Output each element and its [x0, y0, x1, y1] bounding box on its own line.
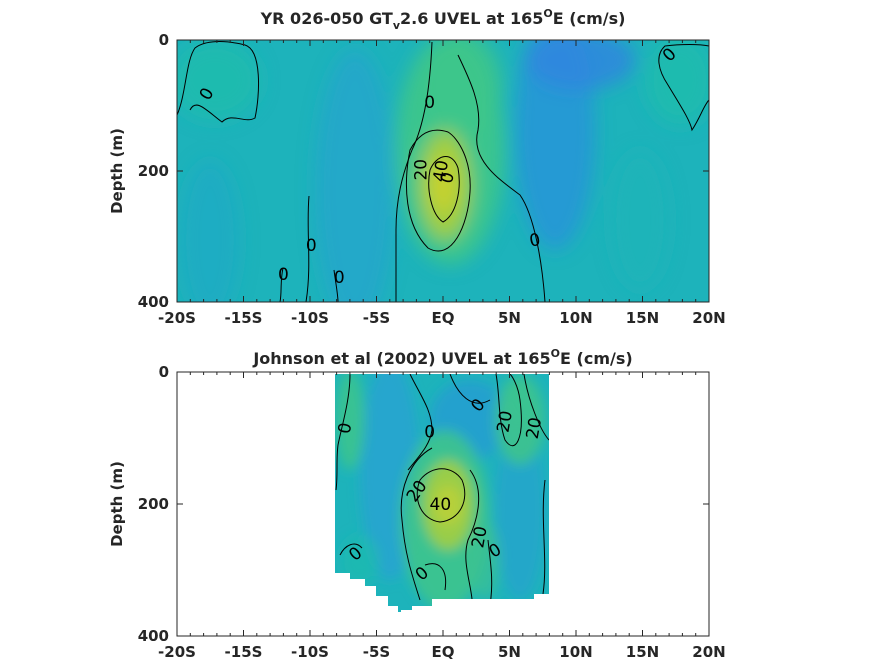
bottom-x-tick-label: 10N	[559, 643, 592, 661]
bottom-contour-label: 20	[523, 416, 546, 441]
bottom-contours	[335, 374, 549, 606]
top-x-tick-label: -5S	[363, 309, 390, 327]
top-contour-label: 0	[437, 170, 459, 186]
top-x-tick-label: 20N	[692, 309, 725, 327]
top-x-tick-label: -10S	[291, 309, 329, 327]
bottom-x-tick-label: -20S	[158, 643, 196, 661]
bottom-x-tick-label: -5S	[363, 643, 390, 661]
bottom-x-tick-label: EQ	[432, 643, 455, 661]
top-x-tick-label: 15N	[626, 309, 659, 327]
bottom-panel: Johnson et al (2002) UVEL at 165OE (cm/s…	[108, 347, 726, 661]
top-y-tick-label: 200	[138, 162, 169, 180]
top-contour-label: 20	[411, 159, 431, 181]
bottom-x-tick-label: 5N	[498, 643, 521, 661]
bottom-y-tick-label: 0	[159, 363, 169, 381]
top-contour-label: 0	[424, 93, 435, 113]
top-contours	[177, 41, 709, 302]
top-contour-label: 0	[306, 236, 317, 256]
top-panel-title: YR 026-050 GTv2.6 UVEL at 165OE (cm/s)	[260, 7, 626, 32]
top-x-tick-label: 5N	[498, 309, 521, 327]
top-x-tick-label: -20S	[158, 309, 196, 327]
bottom-contour-label: 0	[424, 422, 435, 442]
top-panel: YR 026-050 GTv2.6 UVEL at 165OE (cm/s)	[108, 7, 726, 327]
top-y-tick-label: 0	[159, 31, 169, 49]
bottom-contour-label: 20	[493, 409, 516, 434]
bottom-panel-title: Johnson et al (2002) UVEL at 165OE (cm/s…	[252, 347, 632, 368]
top-x-tick-label: 10N	[559, 309, 592, 327]
top-contour-label: 0	[528, 230, 542, 252]
bottom-contour-label: 40	[430, 495, 452, 515]
bottom-x-tick-label: -15S	[225, 643, 263, 661]
bottom-x-tick-label: -10S	[291, 643, 329, 661]
bottom-y-tick-label: 400	[138, 627, 169, 645]
bottom-y-tick-label: 200	[138, 495, 169, 513]
bottom-x-tick-label: 15N	[626, 643, 659, 661]
bottom-contour-label: 0	[335, 421, 357, 435]
top-x-tick-label: EQ	[432, 309, 455, 327]
bottom-contour-label: 20	[468, 525, 491, 550]
top-contour-label: 0	[278, 265, 289, 285]
top-y-tick-label: 400	[138, 293, 169, 311]
top-x-tick-label: -15S	[225, 309, 263, 327]
top-contour-label: 0	[334, 268, 345, 288]
top-ylabel: Depth (m)	[108, 128, 126, 214]
bottom-x-tick-label: 20N	[692, 643, 725, 661]
top-contour-label: 40	[430, 159, 453, 184]
bottom-ylabel: Depth (m)	[108, 461, 126, 547]
